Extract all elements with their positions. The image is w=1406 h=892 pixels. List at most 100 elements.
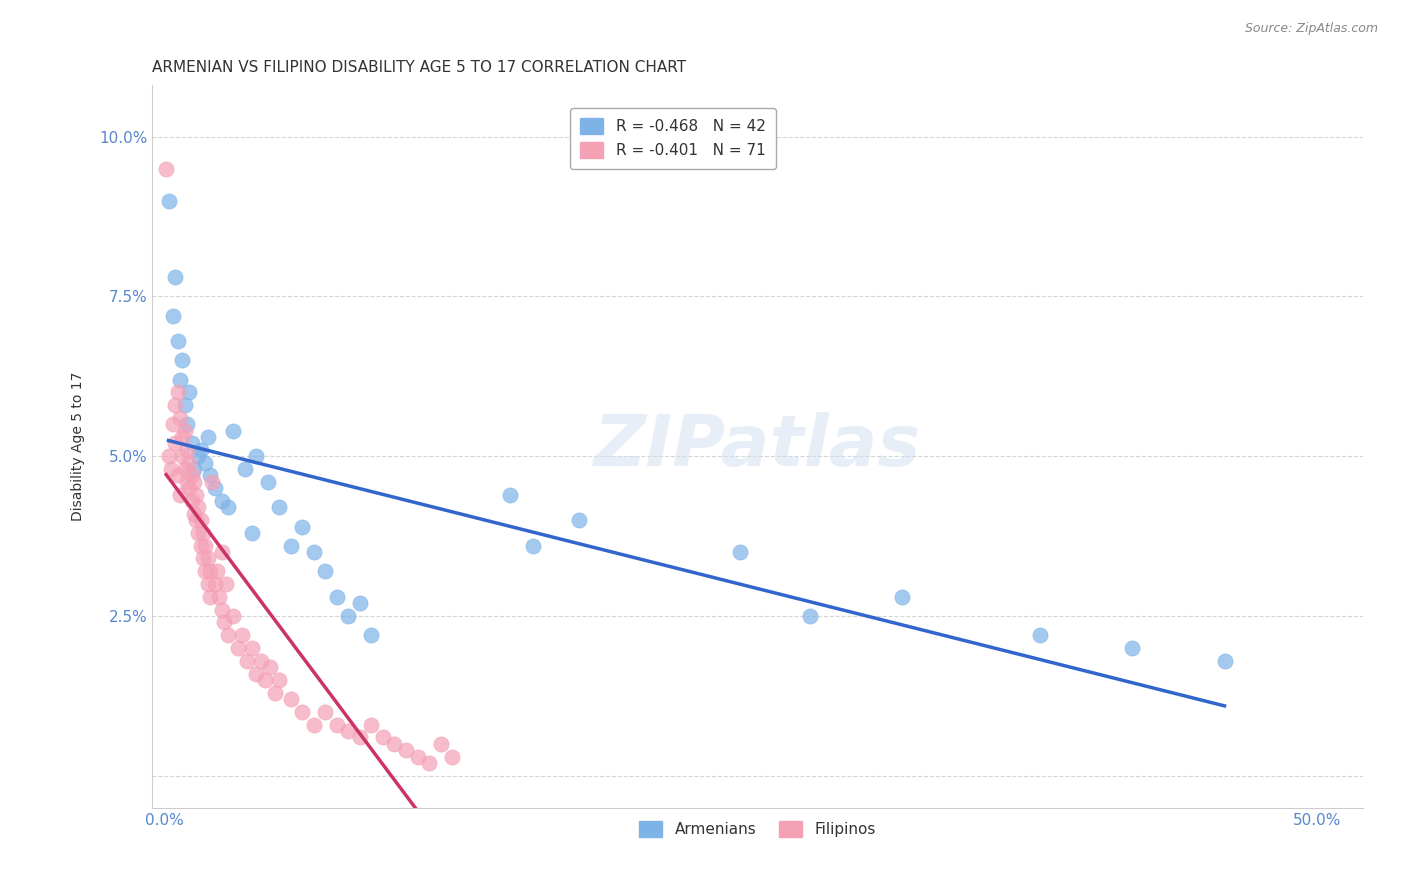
- Point: [240, 525, 263, 540]
- Point: [222, 424, 245, 438]
- Point: [211, 494, 233, 508]
- Point: [236, 654, 259, 668]
- Point: [165, 436, 187, 450]
- Point: [263, 686, 285, 700]
- Point: [226, 640, 249, 655]
- Point: [269, 500, 291, 515]
- Point: [291, 519, 314, 533]
- Point: [326, 717, 349, 731]
- Point: [169, 487, 191, 501]
- Point: [190, 442, 212, 457]
- Point: [212, 615, 235, 630]
- Point: [522, 539, 544, 553]
- Point: [186, 487, 208, 501]
- Point: [211, 545, 233, 559]
- Point: [280, 539, 302, 553]
- Point: [183, 462, 205, 476]
- Point: [441, 749, 464, 764]
- Point: [198, 468, 221, 483]
- Point: [180, 468, 202, 483]
- Point: [349, 596, 371, 610]
- Point: [194, 539, 217, 553]
- Point: [291, 705, 314, 719]
- Text: ARMENIAN VS FILIPINO DISABILITY AGE 5 TO 17 CORRELATION CHART: ARMENIAN VS FILIPINO DISABILITY AGE 5 TO…: [152, 60, 686, 75]
- Point: [256, 475, 278, 489]
- Point: [360, 717, 382, 731]
- Point: [890, 590, 912, 604]
- Point: [314, 564, 336, 578]
- Point: [183, 475, 205, 489]
- Point: [280, 692, 302, 706]
- Point: [249, 654, 271, 668]
- Point: [371, 731, 394, 745]
- Point: [190, 539, 212, 553]
- Point: [176, 417, 198, 432]
- Point: [211, 602, 233, 616]
- Point: [194, 456, 217, 470]
- Point: [159, 462, 181, 476]
- Point: [194, 564, 217, 578]
- Point: [169, 372, 191, 386]
- Point: [166, 334, 188, 348]
- Point: [157, 449, 180, 463]
- Point: [245, 666, 267, 681]
- Point: [155, 161, 177, 176]
- Point: [215, 577, 238, 591]
- Point: [157, 194, 180, 208]
- Point: [173, 398, 195, 412]
- Point: [162, 417, 184, 432]
- Point: [191, 525, 214, 540]
- Point: [176, 475, 198, 489]
- Point: [1213, 654, 1236, 668]
- Point: [337, 724, 360, 739]
- Point: [254, 673, 277, 687]
- Point: [222, 609, 245, 624]
- Point: [240, 640, 263, 655]
- Point: [162, 309, 184, 323]
- Point: [302, 717, 325, 731]
- Point: [198, 564, 221, 578]
- Point: [395, 743, 418, 757]
- Point: [183, 507, 205, 521]
- Point: [172, 430, 194, 444]
- Point: [231, 628, 253, 642]
- Point: [166, 385, 188, 400]
- Point: [217, 500, 239, 515]
- Point: [302, 545, 325, 559]
- Point: [208, 590, 231, 604]
- Point: [360, 628, 382, 642]
- Point: [197, 577, 219, 591]
- Point: [204, 577, 226, 591]
- Point: [314, 705, 336, 719]
- Point: [172, 449, 194, 463]
- Point: [233, 462, 256, 476]
- Point: [201, 475, 224, 489]
- Point: [187, 525, 209, 540]
- Point: [191, 551, 214, 566]
- Point: [186, 513, 208, 527]
- Point: [349, 731, 371, 745]
- Point: [217, 628, 239, 642]
- Legend: Armenians, Filipinos: Armenians, Filipinos: [633, 815, 882, 844]
- Point: [197, 551, 219, 566]
- Point: [173, 462, 195, 476]
- Point: [1029, 628, 1052, 642]
- Point: [1121, 640, 1143, 655]
- Y-axis label: Disability Age 5 to 17: Disability Age 5 to 17: [72, 372, 86, 521]
- Point: [173, 424, 195, 438]
- Point: [205, 564, 228, 578]
- Point: [730, 545, 752, 559]
- Point: [245, 449, 267, 463]
- Point: [179, 385, 201, 400]
- Point: [169, 410, 191, 425]
- Point: [429, 737, 451, 751]
- Point: [799, 609, 821, 624]
- Point: [187, 500, 209, 515]
- Point: [165, 398, 187, 412]
- Point: [180, 436, 202, 450]
- Point: [568, 513, 591, 527]
- Point: [176, 442, 198, 457]
- Point: [204, 481, 226, 495]
- Point: [198, 590, 221, 604]
- Point: [180, 494, 202, 508]
